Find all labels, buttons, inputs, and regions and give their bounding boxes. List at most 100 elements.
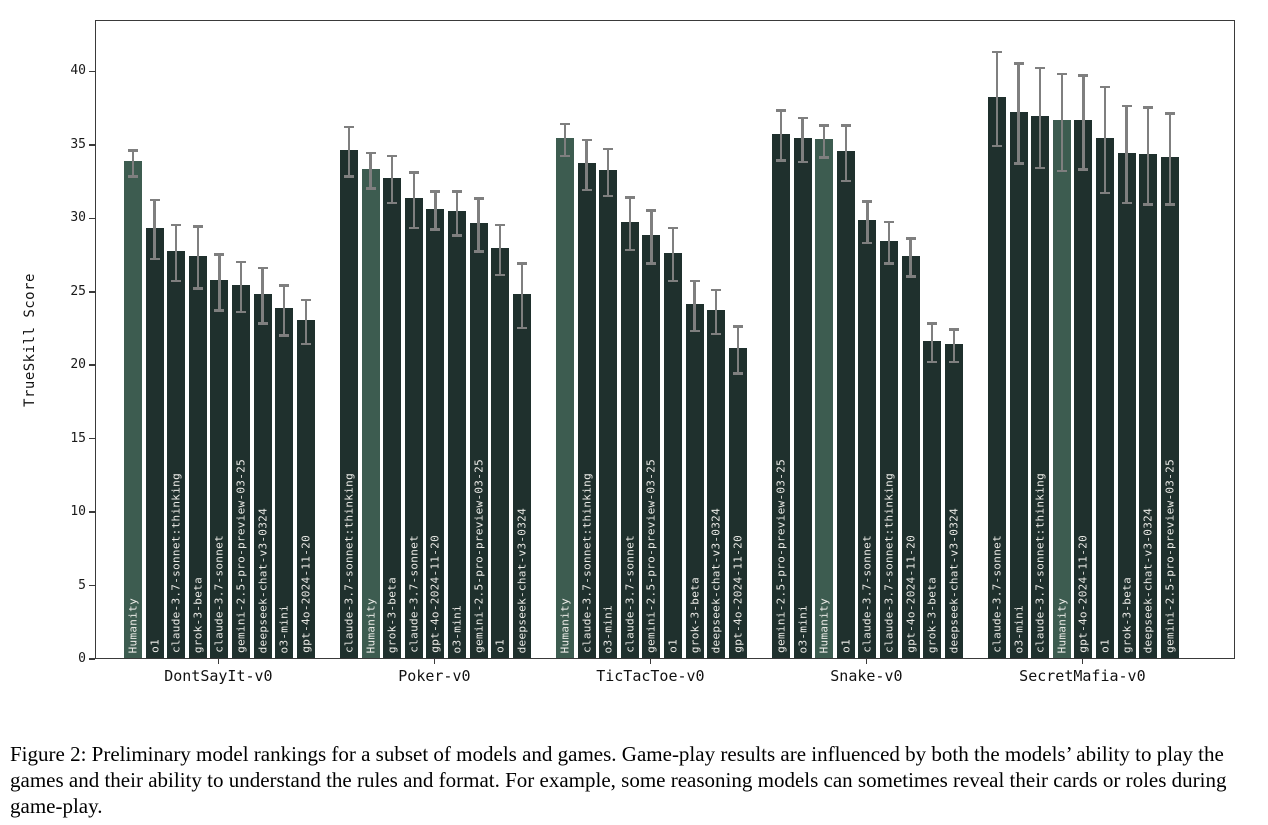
error-bar-cap <box>1078 74 1089 77</box>
chart-bar: gpt-4o-2024-11-20 <box>1074 120 1093 658</box>
bar-model-label: deepseek-chat-v3-0324 <box>256 507 270 653</box>
y-tick-label: 0 <box>78 651 86 666</box>
error-bar-cap <box>214 253 225 256</box>
x-axis-group-label: Snake-v0 <box>830 667 903 685</box>
bar-model-label: o3-mini <box>601 604 615 653</box>
error-bar-cap <box>430 190 441 193</box>
chart-bar: gpt-4o-2024-11-20 <box>296 320 315 658</box>
bar-model-label: claude-3.7-sonnet:thinking <box>882 473 896 653</box>
chart-bar: claude-3.7-sonnet <box>988 96 1006 658</box>
chart-bar: gemini-2.5-pro-preview-03-25 <box>772 133 790 658</box>
error-bar-cap <box>1164 203 1175 206</box>
y-tick-mark <box>89 437 95 440</box>
error-bar-cap <box>192 287 203 290</box>
error-bar-cap <box>128 149 138 152</box>
error-bar-cap <box>668 226 678 230</box>
chart-bar: o1 <box>1096 137 1114 658</box>
error-bar-line <box>1082 75 1085 170</box>
chart-bar: Humanity <box>124 161 142 658</box>
chart-bar: grok-3-beta <box>685 303 704 658</box>
error-bar-line <box>239 261 243 312</box>
bar-model-label: grok-3-beta <box>925 576 939 653</box>
y-tick-label: 20 <box>70 357 86 373</box>
bar-model-label: deepseek-chat-v3-0324 <box>947 507 961 653</box>
bar-model-label: gemini-2.5-pro-preview-03-25 <box>472 459 486 653</box>
error-bar-cap <box>1013 162 1024 165</box>
error-bar-line <box>131 150 135 177</box>
error-bar-cap <box>495 223 506 227</box>
bar-model-label: o1 <box>839 639 853 653</box>
chart-bar: deepseek-chat-v3-0324 <box>944 343 963 658</box>
chart-bar: gpt-4o-2024-11-20 <box>426 208 445 658</box>
error-bar-line <box>196 226 200 289</box>
error-bar-cap <box>1056 169 1067 173</box>
bar-model-label: deepseek-chat-v3-0324 <box>1141 507 1155 653</box>
bar-model-label: gpt-4o-2024-11-20 <box>428 535 442 653</box>
error-bar-cap <box>365 151 376 155</box>
y-tick-label: 30 <box>70 210 86 226</box>
y-tick-mark <box>89 364 95 366</box>
error-bar-line <box>866 201 869 243</box>
bar-model-label: grok-3-beta <box>688 576 702 653</box>
error-bar-cap <box>192 225 203 228</box>
chart-bar: deepseek-chat-v3-0324 <box>707 309 726 658</box>
bar-model-label: gemini-2.5-pro-preview-03-25 <box>644 459 658 653</box>
bar-model-label: claude-3.7-sonnet <box>212 535 226 653</box>
error-bar-line <box>1168 113 1172 205</box>
bar-model-label: claude-3.7-sonnet:thinking <box>169 473 183 653</box>
error-bar-cap <box>1100 191 1110 195</box>
error-bar-line <box>930 323 934 362</box>
error-bar-cap <box>1164 112 1175 115</box>
bar-model-label: claude-3.7-sonnet:thinking <box>1033 473 1047 653</box>
chart-bar: gpt-4o-2024-11-20 <box>728 348 747 658</box>
error-bar-line <box>1103 87 1107 193</box>
y-tick-mark <box>89 511 95 513</box>
error-bar-cap <box>862 200 873 203</box>
chart-bar: gemini-2.5-pro-preview-03-25 <box>232 284 250 658</box>
x-axis-group-label: SecretMafia-v0 <box>1019 667 1146 685</box>
bar-model-label: Humanity <box>817 597 831 653</box>
error-bar-cap <box>408 171 419 174</box>
error-bar-cap <box>1121 201 1132 205</box>
error-bar-cap <box>884 220 894 224</box>
error-bar-line <box>369 153 372 189</box>
bar-model-label: o1 <box>1098 639 1112 653</box>
x-tick-mark <box>649 659 652 664</box>
error-bar-line <box>1038 67 1042 168</box>
error-bar-line <box>736 326 740 374</box>
bar-model-label: gpt-4o-2024-11-20 <box>904 535 918 653</box>
error-bar-cap <box>797 116 808 120</box>
error-bar-line <box>1125 106 1128 204</box>
chart-bar: deepseek-chat-v3-0324 <box>1139 154 1158 658</box>
chart-bar: claude-3.7-sonnet:thinking <box>1031 115 1050 658</box>
chart-bar: claude-3.7-sonnet <box>858 220 877 658</box>
error-bar-line <box>952 329 956 362</box>
error-bar-cap <box>279 334 290 337</box>
error-bar-cap <box>884 262 894 265</box>
error-bar-cap <box>344 125 354 128</box>
error-bar-cap <box>668 279 678 283</box>
error-bar-cap <box>797 160 808 164</box>
y-tick-mark <box>89 217 95 220</box>
error-bar-line <box>693 280 696 331</box>
error-bar-line <box>412 172 416 229</box>
chart-bar: o1 <box>836 151 855 658</box>
error-bar-cap <box>840 179 851 183</box>
bar-model-label: o3-mini <box>796 604 810 653</box>
chart-bar: grok-3-beta <box>1117 152 1136 658</box>
error-bar-cap <box>1143 106 1154 109</box>
error-bar-line <box>153 200 156 259</box>
bar-model-label: o3-mini <box>277 604 291 653</box>
chart-bar: claude-3.7-sonnet:thinking <box>880 240 898 658</box>
x-axis-group-label: Poker-v0 <box>398 667 471 685</box>
error-bar-line <box>779 110 783 161</box>
error-bar-cap <box>581 138 592 142</box>
error-bar-cap <box>452 234 462 237</box>
chart-bar: claude-3.7-sonnet <box>404 198 423 658</box>
error-bar-cap <box>365 187 376 190</box>
bar-model-label: Humanity <box>126 597 140 653</box>
error-bar-line <box>434 191 437 230</box>
figure-caption: Figure 2: Preliminary model rankings for… <box>10 742 1227 818</box>
error-bar-cap <box>300 342 311 346</box>
error-bar-cap <box>430 228 441 231</box>
